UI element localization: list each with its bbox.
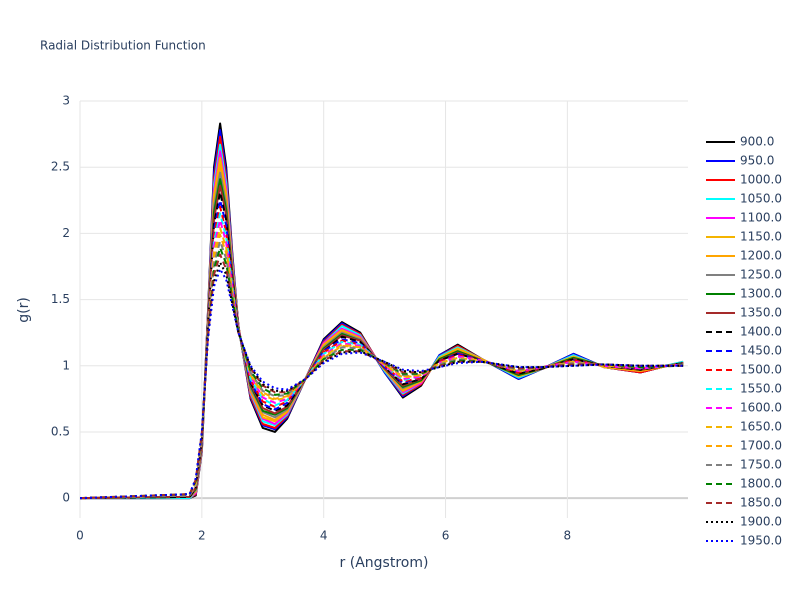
series-line <box>80 184 684 500</box>
y-tick-label: 1 <box>62 358 70 372</box>
legend-label: 1150.0 <box>740 230 782 244</box>
legend-label: 1650.0 <box>740 420 782 434</box>
series-line <box>80 261 684 500</box>
legend-label: 1100.0 <box>740 211 782 225</box>
x-tick-label: 8 <box>564 529 572 543</box>
legend-label: 1200.0 <box>740 249 782 263</box>
y-tick-label: 3 <box>62 94 70 108</box>
legend-label: 1350.0 <box>740 306 782 320</box>
x-tick-label: 6 <box>442 529 450 543</box>
y-tick-label: 0.5 <box>51 424 70 438</box>
legend-label: 1600.0 <box>740 401 782 415</box>
series-line <box>80 253 684 500</box>
y-tick-label: 2.5 <box>51 160 70 174</box>
legend-label: 950.0 <box>740 154 774 168</box>
legend-label: 1300.0 <box>740 287 782 301</box>
series-line <box>80 205 684 500</box>
legend-label: 1450.0 <box>740 344 782 358</box>
legend-label: 1000.0 <box>740 173 782 187</box>
legend-label: 1750.0 <box>740 458 782 472</box>
series-line <box>80 219 684 500</box>
y-tick-label: 1.5 <box>51 292 70 306</box>
series-line <box>80 135 684 500</box>
series-line <box>80 178 684 500</box>
y-axis-label: g(r) <box>16 297 32 323</box>
series-line <box>80 171 684 500</box>
legend-label: 1700.0 <box>740 439 782 453</box>
series-line <box>80 240 684 500</box>
legend-label: 900.0 <box>740 135 774 149</box>
series-line <box>80 156 684 500</box>
chart-title: Radial Distribution Function <box>40 39 206 53</box>
legend-label: 1500.0 <box>740 363 782 377</box>
series-line <box>80 199 684 500</box>
legend-label: 1400.0 <box>740 325 782 339</box>
legend-label: 1050.0 <box>740 192 782 206</box>
series-line <box>80 268 684 500</box>
series-line <box>80 163 684 500</box>
legend-label: 1250.0 <box>740 268 782 282</box>
legend-label: 1800.0 <box>740 477 782 491</box>
x-tick-label: 0 <box>76 529 84 543</box>
x-tick-label: 2 <box>198 529 206 543</box>
legend: 900.0 950.0 1000.0 1050.0 1100.0 1150.0 1200.0… <box>706 135 782 548</box>
plot-area <box>80 122 684 500</box>
legend-label: 1900.0 <box>740 515 782 529</box>
series-line <box>80 212 684 500</box>
x-tick-label: 4 <box>320 529 328 543</box>
legend-label: 1850.0 <box>740 496 782 510</box>
y-tick-label: 0 <box>62 491 70 505</box>
y-tick-label: 2 <box>62 226 70 240</box>
series-line <box>80 150 684 500</box>
series-line <box>80 143 684 500</box>
series-line <box>80 122 684 500</box>
series-line <box>80 129 684 500</box>
series-line <box>80 246 684 500</box>
x-axis-label: r (Angstrom) <box>340 555 429 571</box>
series-line <box>80 191 684 500</box>
legend-label: 1550.0 <box>740 382 782 396</box>
grid: 0 0.5 1 1.5 2 2.5 3 0 2 4 6 8 <box>51 94 688 543</box>
legend-label: 1950.0 <box>740 534 782 548</box>
